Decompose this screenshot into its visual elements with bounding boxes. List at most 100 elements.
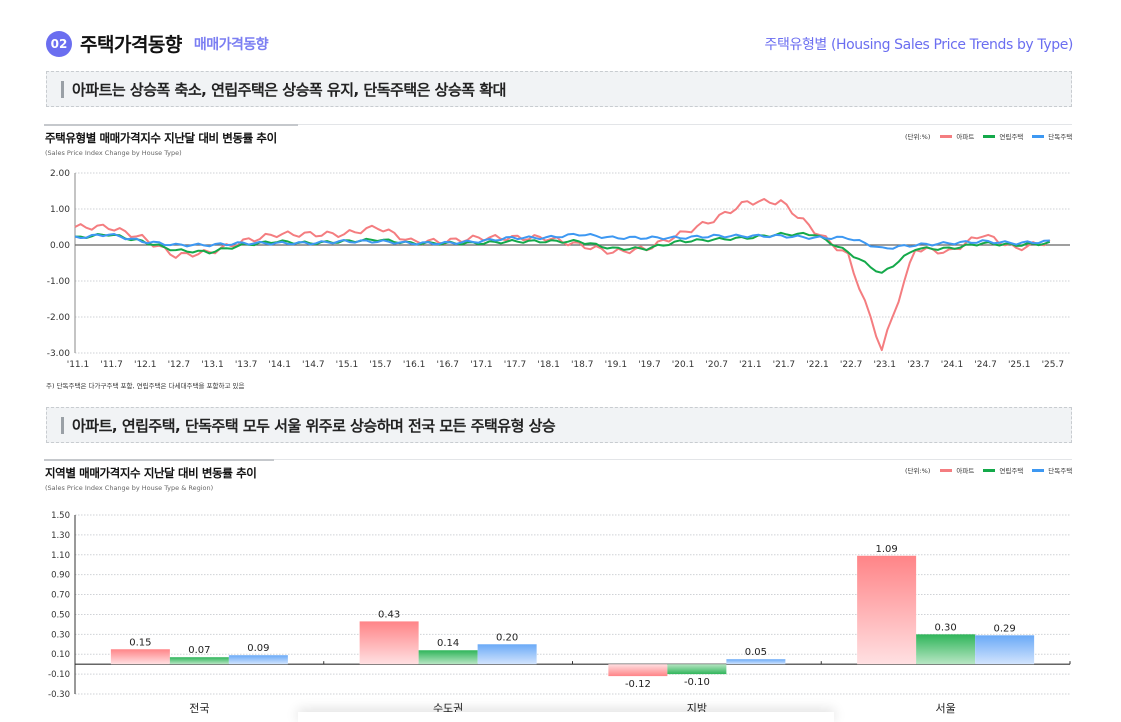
x-tick-label: '21.1 <box>739 360 762 370</box>
x-tick-label: '17.1 <box>470 360 493 370</box>
banner-text: 아파트는 상승폭 축소, 연립주택은 상승폭 유지, 단독주택은 상승폭 확대 <box>72 80 506 99</box>
y-tick-label: -3.00 <box>47 349 71 359</box>
legend-item-apartment: 아파트 <box>940 131 974 141</box>
line-chart-subtitle: (Sales Price Index Change by House Type) <box>45 149 182 157</box>
y-tick-label: 0.50 <box>51 610 70 620</box>
x-tick-label: '19.1 <box>605 360 628 370</box>
y-tick-label: -2.00 <box>47 313 71 323</box>
line-series-row-house <box>75 231 1051 274</box>
x-tick-label: '13.1 <box>201 360 224 370</box>
banner-marker <box>61 416 64 434</box>
chart-title-rule-light <box>298 124 1072 125</box>
x-tick-label: '12.1 <box>134 360 157 370</box>
y-tick-label: 0.30 <box>51 630 70 640</box>
bar-서울-연립주택 <box>916 634 976 665</box>
bar-서울-단독주택 <box>975 635 1035 665</box>
x-tick-label: '11.7 <box>100 360 123 370</box>
legend-swatch-icon <box>983 468 996 472</box>
bar-value-label: 0.07 <box>188 645 210 656</box>
bar-지방-아파트 <box>608 664 668 677</box>
section-number-badge: 02 <box>46 30 72 57</box>
bar-value-label: -0.12 <box>625 679 651 690</box>
x-tick-label: '18.1 <box>537 360 560 370</box>
bottom-popup-edge <box>298 712 834 722</box>
x-tick-label: '16.1 <box>403 360 426 370</box>
legend-swatch-icon <box>983 134 996 138</box>
page-title: 주택가격동향 <box>80 34 182 56</box>
legend-unit: (단위:%) <box>905 467 931 475</box>
chart-title-rule <box>44 124 298 126</box>
page-subtitle: 매매가격동향 <box>193 36 269 53</box>
x-tick-label: '20.7 <box>705 360 728 370</box>
x-tick-label: '22.1 <box>806 360 829 370</box>
bar-value-label: 0.20 <box>496 632 518 643</box>
x-tick-label: '23.7 <box>907 360 930 370</box>
bar-전국-연립주택 <box>169 657 229 665</box>
y-tick-label: 1.30 <box>51 531 70 541</box>
y-tick-label: 0.70 <box>51 591 70 601</box>
y-tick-label: -1.00 <box>47 277 71 287</box>
bar-chart-subtitle: (Sales Price Index Change by House Type … <box>45 484 214 492</box>
legend-swatch-icon <box>1032 468 1045 472</box>
y-tick-label: 1.00 <box>50 205 70 215</box>
summary-banner-2: 아파트, 연립주택, 단독주택 모두 서울 위주로 상승하며 전국 모든 주택유… <box>46 407 1072 443</box>
bar-value-label: 0.43 <box>378 609 400 620</box>
x-tick-label: '20.1 <box>672 360 695 370</box>
x-tick-label: '24.7 <box>974 360 997 370</box>
x-tick-label: '25.1 <box>1008 360 1031 370</box>
summary-banner-1: 아파트는 상승폭 축소, 연립주택은 상승폭 유지, 단독주택은 상승폭 확대 <box>46 71 1072 107</box>
category-label: 서울 <box>936 702 956 715</box>
x-tick-label: '24.1 <box>941 360 964 370</box>
bar-수도권-아파트 <box>359 621 419 665</box>
banner-marker <box>61 80 64 98</box>
legend-unit: (단위:%) <box>905 133 931 141</box>
section-header: 02 주택가격동향 매매가격동향 <box>46 30 269 57</box>
x-tick-label: '23.1 <box>873 360 896 370</box>
bar-value-label: 0.05 <box>745 647 767 658</box>
category-label: 전국 <box>189 702 209 715</box>
y-tick-label: 2.00 <box>50 169 70 179</box>
bar-value-label: 0.29 <box>993 623 1015 634</box>
x-tick-label: '21.7 <box>773 360 796 370</box>
bar-전국-아파트 <box>110 649 170 665</box>
x-tick-label: '19.7 <box>638 360 661 370</box>
chart-title-rule <box>44 459 274 461</box>
line-chart-footnote: 주) 단독주택은 다가구주택 포함, 연립주택은 다세대주택을 포함하고 있음 <box>46 382 245 390</box>
x-tick-label: '13.7 <box>235 360 258 370</box>
x-tick-label: '16.7 <box>437 360 460 370</box>
bar-수도권-단독주택 <box>477 644 537 665</box>
legend-swatch-icon <box>1032 134 1045 138</box>
y-tick-label: -0.30 <box>48 690 70 700</box>
legend-item-row-house: 연립주택 <box>983 465 1023 475</box>
bar-value-label: 0.09 <box>247 643 269 654</box>
legend-item-apartment: 아파트 <box>940 465 974 475</box>
category-label: 지방 <box>687 702 707 715</box>
bar-value-label: 0.14 <box>437 638 459 649</box>
x-tick-label: '11.1 <box>67 360 90 370</box>
legend-swatch-icon <box>940 134 953 138</box>
x-tick-label: '25.7 <box>1042 360 1065 370</box>
x-tick-label: '14.1 <box>268 360 291 370</box>
y-tick-label: 0.10 <box>51 650 70 660</box>
legend-swatch-icon <box>940 468 953 472</box>
banner-text: 아파트, 연립주택, 단독주택 모두 서울 위주로 상승하며 전국 모든 주택유… <box>72 416 556 435</box>
bar-전국-단독주택 <box>228 655 288 665</box>
y-tick-label: 0.90 <box>51 571 70 581</box>
legend-item-detached: 단독주택 <box>1032 131 1072 141</box>
bar-chart-legend: (단위:%) 아파트 연립주택 단독주택 <box>905 465 1081 475</box>
x-tick-label: '18.7 <box>571 360 594 370</box>
x-tick-label: '17.7 <box>504 360 527 370</box>
y-tick-label: 1.50 <box>51 511 70 521</box>
category-label: 수도권 <box>433 702 463 715</box>
y-tick-label: 1.10 <box>51 551 70 561</box>
y-tick-label: 0.00 <box>50 241 70 251</box>
line-chart-title: 주택유형별 매매가격지수 지난달 대비 변동률 추이 <box>45 131 277 145</box>
chart-title-rule-light <box>274 459 1072 460</box>
section-right-title: 주택유형별 (Housing Sales Price Trends by Typ… <box>764 37 1074 53</box>
legend-item-detached: 단독주택 <box>1032 465 1072 475</box>
line-chart-legend: (단위:%) 아파트 연립주택 단독주택 <box>905 131 1081 141</box>
line-series-detached <box>74 232 1050 250</box>
bar-지방-연립주택 <box>667 664 727 675</box>
x-tick-label: '15.7 <box>369 360 392 370</box>
bar-value-label: -0.10 <box>684 677 710 688</box>
